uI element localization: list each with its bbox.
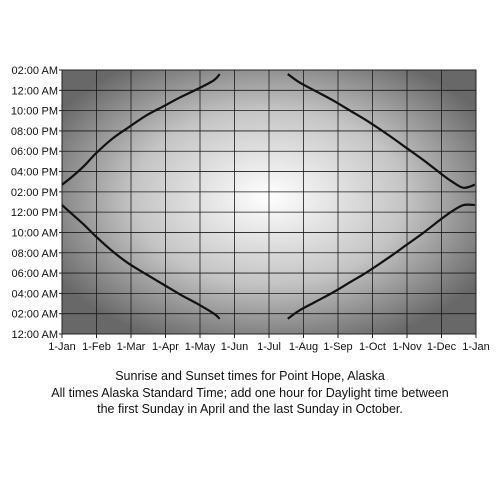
x-tick-label: 1-Aug (289, 341, 318, 353)
x-tick-label: 1-May (185, 341, 216, 353)
series-line-second-half-upper (287, 73, 476, 189)
y-tick-label: 08:00 PM (11, 126, 58, 138)
x-tick-label: 1-Nov (392, 341, 422, 353)
x-tick-label: 1-Jul (257, 341, 281, 353)
chart-caption-note-line1: All times Alaska Standard Time; add one … (51, 386, 449, 400)
x-tick-label: 1-Mar (117, 341, 146, 353)
y-tick-label: 06:00 AM (12, 268, 58, 280)
chart-caption-note-line2: the first Sunday in April and the last S… (97, 402, 403, 416)
y-tick-label: 10:00 PM (11, 106, 58, 118)
y-tick-label: 10:00 AM (12, 227, 58, 239)
x-tick-label: 1-Jun (221, 341, 249, 353)
series-group (61, 73, 476, 320)
y-tick-label: 12:00 AM (12, 329, 58, 341)
y-tick-label: 02:00 AM (12, 65, 58, 77)
x-tick-label: 1-Apr (152, 341, 179, 353)
y-tick-label: 12:00 AM (12, 85, 58, 97)
series-line-first-half-lower (61, 204, 221, 320)
y-axis-labels: 12:00 AM 02:00 AM 04:00 AM 06:00 AM 08:00 AM… (11, 65, 62, 341)
y-tick-label: 06:00 PM (11, 146, 58, 158)
grid-lines (62, 70, 476, 334)
series-line-first-half-upper (61, 73, 221, 186)
chart-caption-title: Sunrise and Sunset times for Point Hope,… (115, 369, 385, 383)
y-tick-label: 08:00 AM (12, 248, 58, 260)
x-tick-label: 1-Dec (427, 341, 457, 353)
sunrise-sunset-chart: 12:00 AM 02:00 AM 04:00 AM 06:00 AM 08:00 AM… (11, 65, 490, 353)
y-tick-label: 04:00 AM (12, 288, 58, 300)
series-line-second-half-lower (287, 203, 475, 320)
x-tick-label: 1-Jan (48, 341, 76, 353)
y-tick-label: 12:00 PM (11, 207, 58, 219)
x-axis-labels: 1-Jan 1-Feb 1-Mar 1-Apr 1-May 1-Jun 1-Jul 1-Aug… (48, 334, 490, 353)
y-tick-label: 04:00 PM (11, 167, 58, 179)
y-tick-label: 02:00 AM (12, 309, 58, 321)
y-tick-label: 02:00 PM (11, 187, 58, 199)
x-tick-label: 1-Oct (359, 341, 386, 353)
x-tick-label: 1-Feb (82, 341, 111, 353)
x-tick-label: 1-Sep (323, 341, 352, 353)
x-tick-label: 1-Jan (462, 341, 490, 353)
